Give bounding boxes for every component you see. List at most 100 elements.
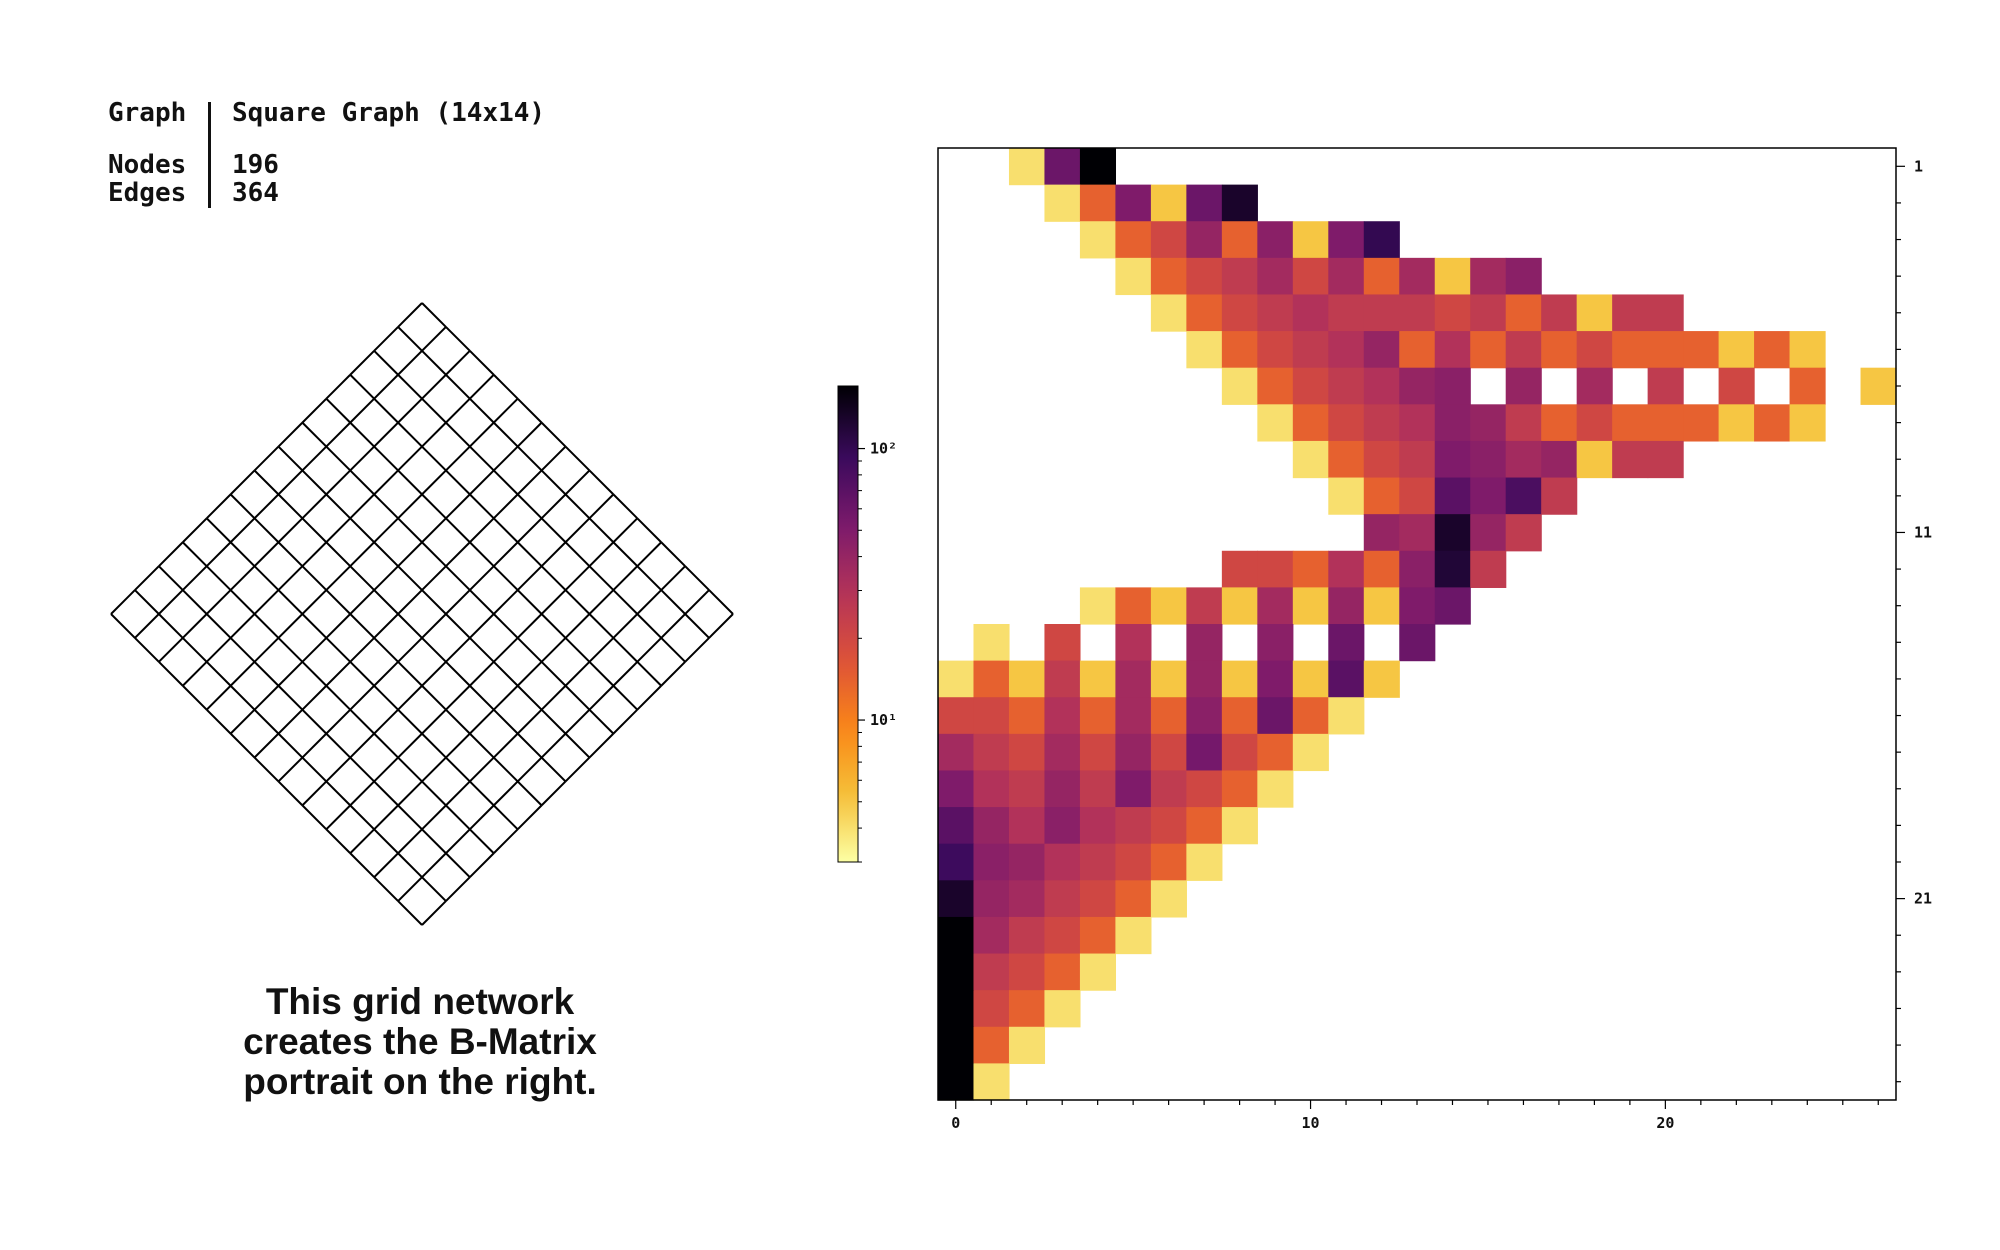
grid-edge [684, 565, 710, 591]
heatmap-cell [938, 843, 975, 881]
grid-edge [158, 565, 184, 591]
grid-edge [301, 732, 328, 759]
grid-edge [397, 900, 423, 926]
heatmap-cell [1434, 331, 1471, 369]
grid-edge [229, 685, 256, 711]
grid-edge [349, 661, 375, 687]
heatmap-cell [973, 624, 1010, 662]
grid-edge [469, 780, 495, 807]
grid-edge [277, 613, 304, 639]
grid-edge [540, 685, 567, 711]
grid-edge [469, 469, 495, 496]
grid-edge [277, 589, 304, 615]
grid-edge [182, 613, 208, 639]
grid-edge [516, 685, 543, 711]
graph-value: Square Graph (14x14) [232, 98, 546, 128]
grid-edge [397, 732, 423, 759]
grid-edge [564, 493, 591, 520]
grid-edge [349, 565, 375, 591]
grid-edge [158, 541, 184, 567]
grid-edge [684, 637, 710, 663]
grid-edge [421, 397, 447, 424]
grid-edge [469, 637, 495, 663]
heatmap-cell [1008, 843, 1046, 881]
heatmap-cell [1328, 331, 1365, 369]
colorbar-tick-label: 10² [870, 440, 897, 458]
grid-edge [588, 661, 615, 687]
heatmap-cell [938, 697, 975, 735]
grid-edge [493, 613, 519, 639]
grid-edge [540, 613, 567, 639]
grid-edge [636, 685, 662, 711]
caption: This grid network creates the B-Matrix p… [180, 982, 660, 1102]
heatmap-cell [1505, 514, 1542, 552]
grid-edge [229, 493, 256, 520]
grid-edge [493, 780, 519, 807]
grid-edge [445, 661, 471, 687]
grid-edge [325, 421, 351, 448]
heatmap-cell [973, 660, 1010, 698]
heatmap-cell [1363, 587, 1400, 625]
grid-edge [277, 756, 304, 783]
grid-edge [277, 517, 304, 543]
grid-edge [301, 469, 328, 496]
heatmap-cell [938, 880, 975, 918]
grid-edge [469, 661, 495, 687]
grid-edge [421, 493, 447, 520]
heatmap-cell [1257, 331, 1294, 369]
grid-edge [397, 852, 423, 878]
grid-edge [373, 613, 399, 639]
grid-edge [421, 350, 447, 376]
heatmap-cell [1399, 587, 1436, 625]
grid-edge [445, 493, 471, 520]
grid-edge [205, 637, 232, 663]
x-tick-label: 20 [1656, 1114, 1674, 1132]
grid-edge [445, 780, 471, 807]
grid-edge [349, 374, 375, 400]
grid-edge [469, 828, 495, 854]
edges-label: Edges [108, 178, 187, 208]
grid-edge [469, 517, 495, 543]
grid-edge [253, 708, 280, 735]
heatmap-cell [1363, 440, 1400, 479]
grid-edge [612, 661, 639, 687]
grid-edge [469, 613, 495, 639]
grid-edge [564, 541, 591, 567]
x-tick-label: 0 [951, 1114, 960, 1132]
nodes-label: Nodes [108, 150, 187, 180]
grid-edge [469, 397, 495, 424]
grid-edge [445, 445, 471, 472]
heatmap-cell [1434, 294, 1471, 332]
grid-edge [445, 637, 471, 663]
grid-edge [373, 637, 399, 663]
grid-edge [445, 421, 471, 448]
grid-edge [397, 661, 423, 687]
grid-edge [445, 469, 471, 496]
grid-edge [564, 708, 591, 735]
grid-edge [588, 637, 615, 663]
colorbar-tick-label: 10¹ [870, 711, 897, 729]
grid-edge [397, 421, 423, 448]
grid-edge [612, 589, 639, 615]
heatmap-cell [1044, 697, 1081, 735]
heatmap-cell [1505, 294, 1542, 332]
heatmap-cell [1789, 404, 1826, 442]
grid-edge [397, 637, 423, 663]
heatmap-cell [1150, 660, 1187, 698]
grid-edge [660, 637, 686, 663]
heatmap-cell [1399, 477, 1436, 515]
grid-edge [445, 685, 471, 711]
grid-edge [421, 876, 447, 902]
grid-edge [636, 661, 662, 687]
grid-edge [325, 732, 351, 759]
heatmap-cell [1150, 257, 1187, 296]
heatmap-cell [1115, 770, 1152, 808]
grid-edge [564, 445, 591, 472]
heatmap-cell [1186, 184, 1223, 222]
heatmap-cell [1470, 294, 1507, 332]
grid-edge [349, 780, 375, 807]
heatmap-cell [1008, 733, 1046, 772]
grid-edge [325, 780, 351, 807]
grid-edge [301, 685, 328, 711]
